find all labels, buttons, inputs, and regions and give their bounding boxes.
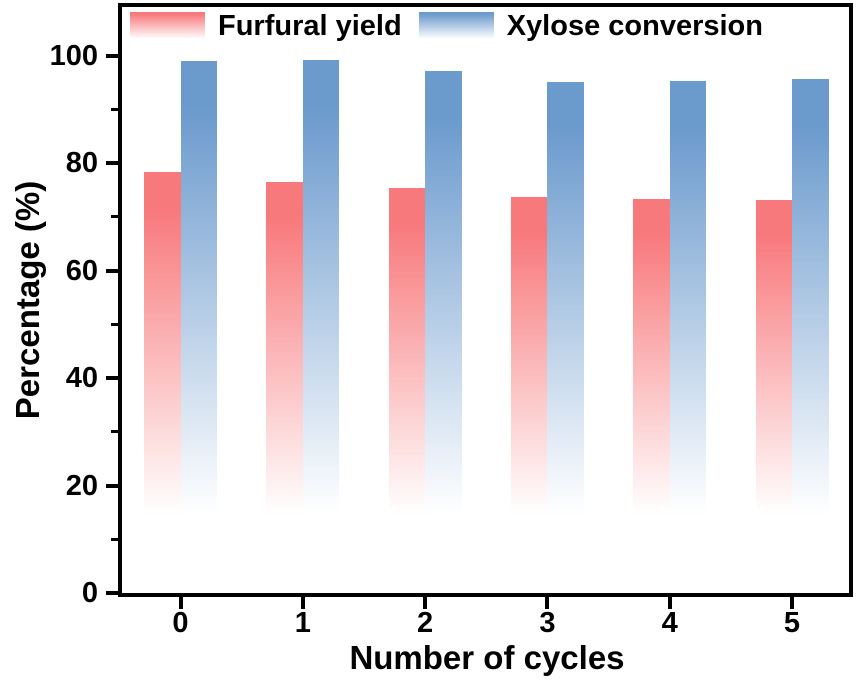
y-major-tick-60 xyxy=(106,268,118,273)
x-tick-label-5: 5 xyxy=(783,607,801,639)
y-major-tick-100 xyxy=(106,53,118,58)
xylose-conversion-bar-1 xyxy=(302,59,340,593)
xylose-conversion-bar-4 xyxy=(669,80,707,593)
furfural-yield-bar-5 xyxy=(755,200,792,593)
furfural-yield-bar-2 xyxy=(388,188,426,593)
furfural-yield-bar-0 xyxy=(144,171,181,593)
x-major-tick-1 xyxy=(300,597,305,609)
x-major-tick-5 xyxy=(790,597,794,609)
y-tick-label-80: 80 xyxy=(65,147,98,179)
xylose-conversion-bar-3 xyxy=(547,81,584,593)
xylose-conversion-bar-2 xyxy=(425,71,462,593)
furfural-yield-bar-4 xyxy=(633,199,670,593)
x-tick-label-3: 3 xyxy=(539,607,556,639)
y-tick-label-20: 20 xyxy=(65,469,98,502)
y-minor-tick-70 xyxy=(111,215,118,219)
y-major-tick-0 xyxy=(106,591,118,595)
y-minor-tick-50 xyxy=(111,322,118,326)
y-major-tick-20 xyxy=(106,483,118,488)
x-major-tick-2 xyxy=(423,597,428,609)
x-tick-label-4: 4 xyxy=(661,607,678,639)
x-tick-label-1: 1 xyxy=(294,607,311,639)
furfural-yield-bar-1 xyxy=(266,182,303,593)
x-tick-label-0: 0 xyxy=(172,607,189,639)
xylose-conversion-swatch-icon xyxy=(418,12,494,40)
x-axis-title: Number of cycles xyxy=(349,639,625,676)
legend-label-xylose-conversion: Xylose conversion xyxy=(506,10,763,42)
xylose-conversion-bar-0 xyxy=(180,60,217,593)
y-minor-tick-90 xyxy=(111,107,118,111)
y-tick-label-40: 40 xyxy=(65,362,98,394)
y-minor-tick-10 xyxy=(111,537,118,541)
x-major-tick-4 xyxy=(667,597,672,609)
y-major-tick-80 xyxy=(106,161,118,165)
y-tick-label-60: 60 xyxy=(65,254,98,287)
x-tick-label-2: 2 xyxy=(417,607,434,639)
plot-frame xyxy=(118,3,853,597)
furfural-yield-swatch-icon xyxy=(130,12,205,40)
y-minor-tick-30 xyxy=(111,430,118,434)
x-major-tick-0 xyxy=(178,597,183,609)
xylose-conversion-bar-5 xyxy=(792,79,829,593)
legend-item-xylose-conversion: Xylose conversion xyxy=(418,10,763,42)
y-tick-label-100: 100 xyxy=(49,39,98,72)
x-major-tick-3 xyxy=(545,597,550,609)
y-tick-label-0: 0 xyxy=(81,577,98,609)
legend: Furfural yield Xylose conversion xyxy=(130,11,763,41)
y-major-tick-40 xyxy=(106,376,118,380)
legend-item-furfural-yield: Furfural yield xyxy=(130,11,402,41)
legend-label-furfural-yield: Furfural yield xyxy=(218,10,402,42)
furfural-yield-bar-3 xyxy=(510,197,548,593)
